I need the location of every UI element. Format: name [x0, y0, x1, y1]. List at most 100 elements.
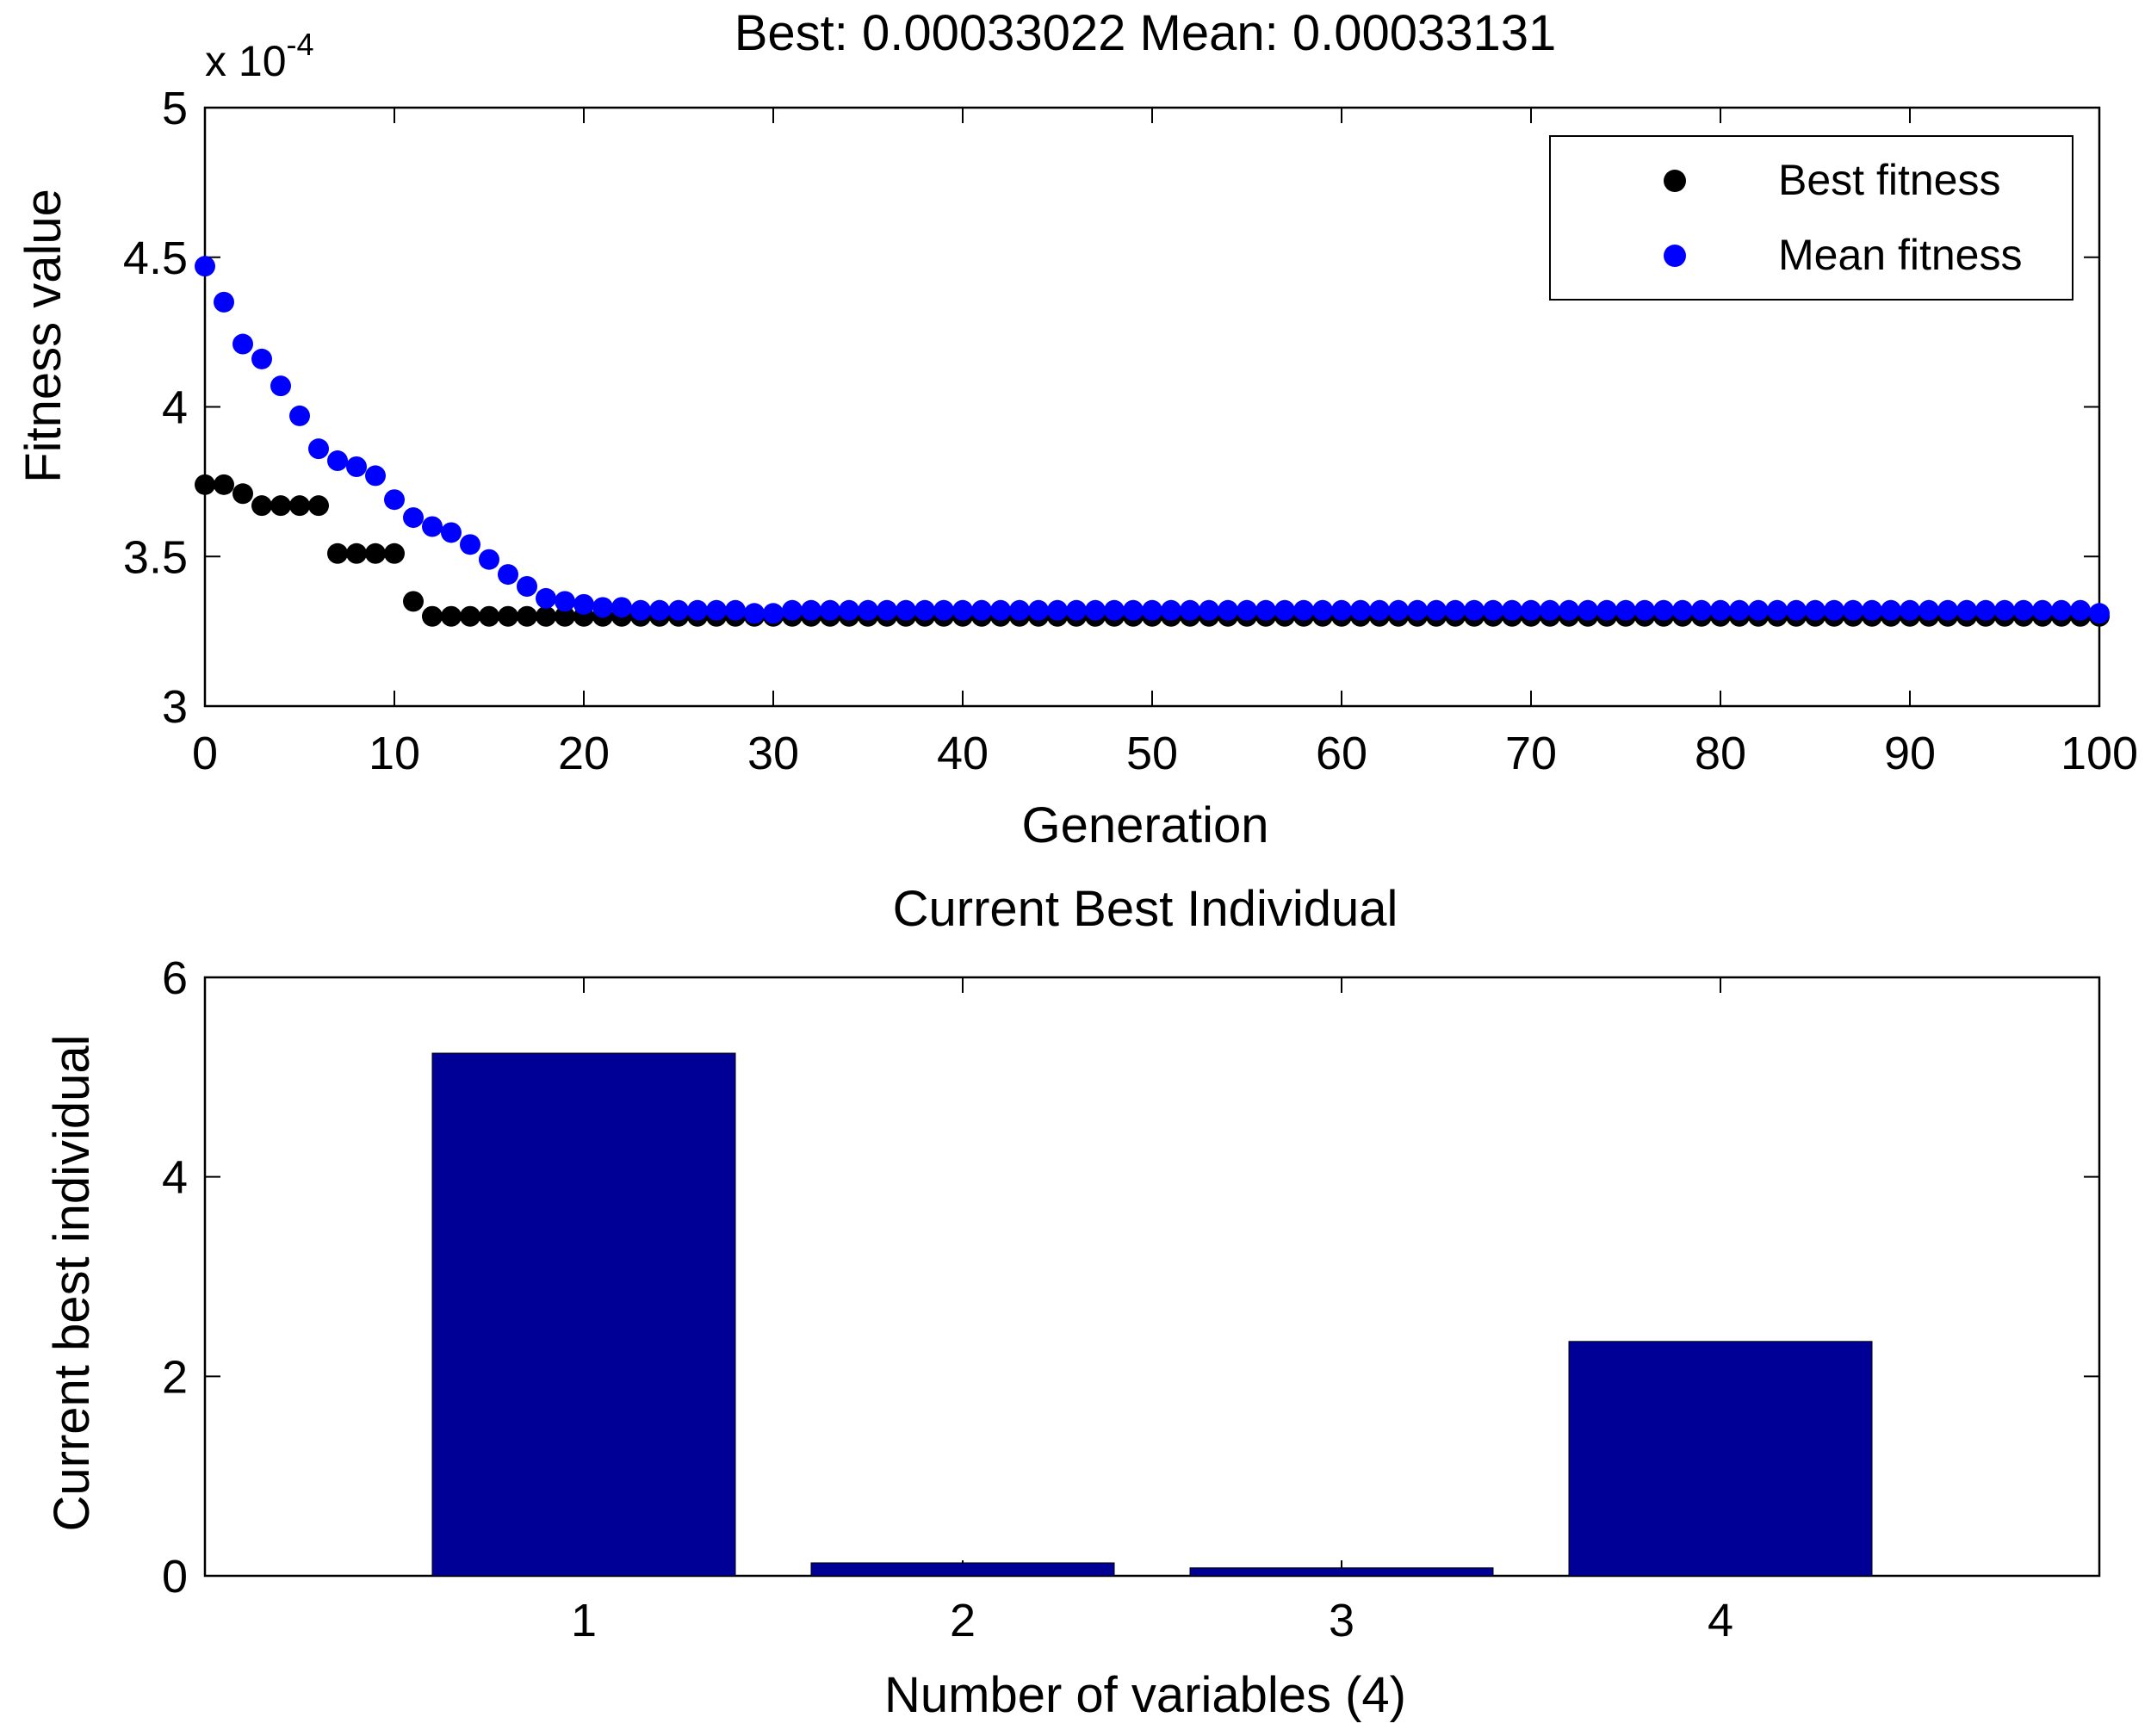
mean-fitness-point	[1615, 599, 1636, 621]
best-fitness-point	[214, 474, 234, 495]
x-tick-label: 20	[558, 728, 610, 779]
y-tick-label: 5	[162, 83, 188, 134]
fitness-plot-y-tick-labels: 3 3.5 4 4.5 5	[123, 83, 188, 733]
mean-fitness-point	[1521, 599, 1541, 621]
mean-fitness-point	[1824, 599, 1844, 621]
bar-x-tick-label: 1	[571, 1595, 597, 1646]
fitness-plot-title: Best: 0.00033022 Mean: 0.00033131	[735, 5, 1557, 61]
fitness-plot-xlabel: Generation	[1022, 797, 1269, 853]
mean-fitness-point	[460, 534, 480, 555]
legend-box	[1549, 135, 2074, 301]
mean-fitness-point	[365, 465, 386, 487]
mean-fitness-point	[1805, 599, 1826, 621]
fitness-plot: Best: 0.00033022 Mean: 0.00033131 x 10-4…	[15, 5, 2138, 853]
mean-fitness-point	[1312, 599, 1333, 621]
mean-fitness-point	[1028, 599, 1049, 621]
mean-fitness-point	[1009, 599, 1030, 621]
best-fitness-point	[289, 495, 310, 517]
mean-fitness-point	[422, 516, 443, 537]
mean-fitness-point	[2051, 599, 2072, 621]
y-tick-label: 4.5	[123, 232, 188, 284]
mean-fitness-point	[346, 456, 367, 477]
mean-fitness-point	[1388, 599, 1409, 621]
mean-fitness-point	[251, 348, 272, 369]
mean-fitness-point	[403, 507, 424, 529]
y-tick-label: 3.5	[123, 531, 188, 583]
mean-fitness-point	[1426, 599, 1447, 621]
mean-fitness-point	[914, 599, 935, 621]
y-exponent-power: -4	[287, 27, 314, 62]
mean-fitness-point	[649, 599, 670, 621]
mean-fitness-point	[896, 599, 916, 621]
best-fitness-point	[232, 483, 253, 505]
best-fitness-point	[536, 605, 556, 627]
x-tick-label: 90	[1884, 728, 1936, 779]
mean-fitness-point	[1710, 599, 1731, 621]
bar-variable-2	[810, 1562, 1115, 1577]
mean-fitness-point	[611, 597, 632, 618]
mean-fitness-point	[1994, 599, 2015, 621]
mean-fitness-point	[1881, 599, 1901, 621]
bar-series	[431, 1052, 1873, 1577]
mean-fitness-point	[479, 549, 499, 570]
mean-fitness-point	[2013, 599, 2034, 621]
x-tick-label: 60	[1316, 728, 1367, 779]
mean-fitness-point	[1578, 599, 1598, 621]
bar-variable-3	[1189, 1567, 1494, 1577]
mean-fitness-point	[1843, 599, 1863, 621]
mean-fitness-point	[498, 564, 518, 586]
mean-fitness-point	[1445, 599, 1466, 621]
mean-fitness-point	[801, 599, 821, 621]
best-fitness-point	[384, 542, 405, 564]
mean-fitness-point	[990, 599, 1011, 621]
bar-variable-4	[1568, 1341, 1873, 1577]
bar-variable-1	[431, 1052, 736, 1577]
mean-fitness-point	[971, 599, 992, 621]
bar-y-tick-label: 6	[162, 952, 188, 1004]
mean-fitness-point	[327, 450, 348, 472]
mean-fitness-point	[1900, 599, 1920, 621]
best-fitness-point	[403, 591, 424, 612]
mean-fitness-point	[308, 438, 329, 460]
mean-fitness-point	[555, 591, 575, 612]
mean-fitness-point	[630, 599, 651, 621]
best-fitness-point	[195, 474, 215, 495]
mean-fitness-point	[1956, 599, 1977, 621]
mean-fitness-point	[1085, 599, 1106, 621]
mean-fitness-point	[1975, 599, 1996, 621]
mean-fitness-point	[1104, 599, 1125, 621]
bar-plot-xlabel: Number of variables (4)	[884, 1667, 1406, 1723]
x-tick-label: 0	[192, 728, 218, 779]
mean-fitness-point	[1199, 599, 1219, 621]
mean-fitness-point	[1862, 599, 1882, 621]
best-fitness-point	[441, 605, 462, 627]
mean-fitness-point	[1672, 599, 1693, 621]
mean-fitness-point	[1559, 599, 1579, 621]
mean-fitness-point	[1274, 599, 1295, 621]
bar-x-tick-label: 4	[1708, 1595, 1733, 1646]
y-tick-label: 3	[162, 681, 188, 733]
mean-fitness-point	[195, 256, 215, 277]
mean-fitness-point	[1729, 599, 1750, 621]
bar-y-tick-label: 4	[162, 1152, 188, 1204]
mean-fitness-point	[1180, 599, 1200, 621]
mean-fitness-point	[1634, 599, 1655, 621]
y-exponent-label: x 10-4	[205, 27, 314, 85]
mean-fitness-point	[289, 405, 310, 426]
mean-fitness-point	[725, 599, 746, 621]
bar-y-tick-label: 0	[162, 1551, 188, 1603]
x-tick-label: 30	[747, 728, 799, 779]
best-fitness-point	[308, 495, 329, 517]
best-fitness-point	[517, 605, 537, 627]
best-fitness-point	[460, 605, 480, 627]
mean-fitness-point	[1937, 599, 1958, 621]
mean-fitness-point	[1369, 599, 1390, 621]
x-tick-label: 80	[1695, 728, 1746, 779]
bar-y-tick-label: 2	[162, 1351, 188, 1403]
best-fitness-point	[422, 605, 443, 627]
mean-fitness-point	[1483, 599, 1503, 621]
mean-fitness-point	[1123, 599, 1144, 621]
mean-fitness-point	[2070, 599, 2091, 621]
mean-fitness-point	[1066, 599, 1087, 621]
mean-fitness-point	[782, 599, 803, 621]
